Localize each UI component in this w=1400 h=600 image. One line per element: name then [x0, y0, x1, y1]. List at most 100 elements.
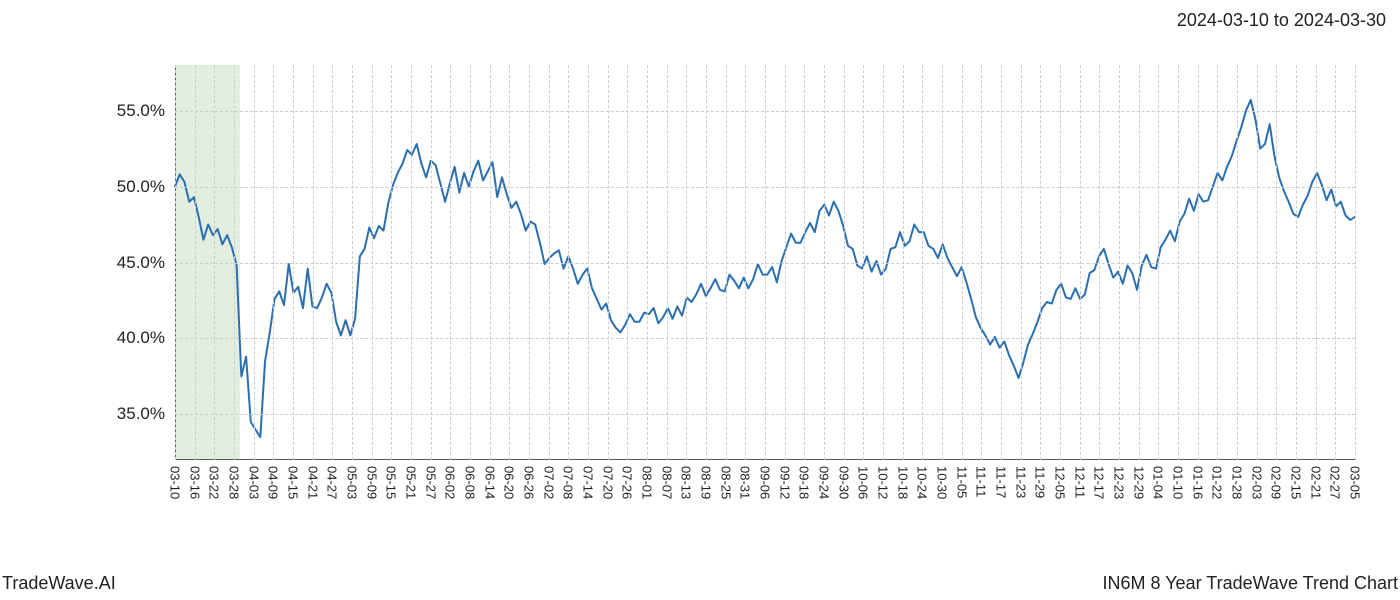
x-tick-label: 11-11	[974, 466, 989, 497]
gridline-vertical	[1060, 65, 1061, 460]
brand-label: TradeWave.AI	[2, 573, 116, 594]
gridline-vertical	[549, 65, 550, 460]
plot-area: 35.0%40.0%45.0%50.0%55.0%03-1003-1603-22…	[175, 65, 1355, 460]
gridline-vertical	[175, 65, 176, 460]
gridline-vertical	[293, 65, 294, 460]
gridline-vertical	[824, 65, 825, 460]
x-tick-label: 03-05	[1348, 466, 1363, 499]
x-tick-label: 06-26	[522, 466, 537, 499]
x-tick-label: 10-30	[935, 466, 950, 499]
gridline-vertical	[568, 65, 569, 460]
x-tick-label: 07-20	[600, 466, 615, 499]
gridline-vertical	[765, 65, 766, 460]
x-tick-label: 05-03	[345, 466, 360, 499]
x-tick-label: 11-23	[1013, 466, 1028, 498]
gridline-vertical	[1276, 65, 1277, 460]
gridline-vertical	[1178, 65, 1179, 460]
x-tick-label: 08-25	[718, 466, 733, 499]
x-tick-label: 02-15	[1289, 466, 1304, 499]
x-tick-label: 03-22	[207, 466, 222, 499]
date-range-label: 2024-03-10 to 2024-03-30	[1177, 10, 1386, 31]
y-tick-label: 55.0%	[117, 101, 175, 121]
gridline-vertical	[863, 65, 864, 460]
gridline-vertical	[214, 65, 215, 460]
x-tick-label: 08-31	[738, 466, 753, 499]
x-tick-label: 04-09	[266, 466, 281, 499]
gridline-vertical	[667, 65, 668, 460]
x-tick-label: 05-09	[364, 466, 379, 499]
x-tick-label: 09-30	[836, 466, 851, 499]
x-tick-label: 10-12	[876, 466, 891, 499]
gridline-vertical	[313, 65, 314, 460]
chart-title: IN6M 8 Year TradeWave Trend Chart	[1103, 573, 1398, 594]
gridline-vertical	[726, 65, 727, 460]
x-tick-label: 01-22	[1210, 466, 1225, 499]
x-tick-label: 04-21	[305, 466, 320, 499]
x-tick-label: 07-14	[581, 466, 596, 499]
gridline-vertical	[647, 65, 648, 460]
x-tick-label: 11-17	[994, 466, 1009, 498]
gridline-vertical	[981, 65, 982, 460]
x-tick-label: 09-18	[797, 466, 812, 499]
gridline-vertical	[883, 65, 884, 460]
x-tick-label: 10-18	[895, 466, 910, 499]
gridline-vertical	[1099, 65, 1100, 460]
x-tick-label: 03-10	[168, 466, 183, 499]
x-tick-label: 01-10	[1171, 466, 1186, 499]
x-tick-label: 08-19	[699, 466, 714, 499]
gridline-vertical	[785, 65, 786, 460]
x-tick-label: 04-27	[325, 466, 340, 499]
x-tick-label: 08-13	[679, 466, 694, 499]
x-tick-label: 08-07	[659, 466, 674, 499]
gridline-vertical	[332, 65, 333, 460]
x-tick-label: 12-23	[1112, 466, 1127, 499]
x-tick-label: 05-27	[423, 466, 438, 499]
gridline-vertical	[490, 65, 491, 460]
x-tick-label: 09-06	[758, 466, 773, 499]
gridline-vertical	[1198, 65, 1199, 460]
y-tick-label: 50.0%	[117, 177, 175, 197]
x-tick-label: 05-15	[384, 466, 399, 499]
gridline-vertical	[686, 65, 687, 460]
x-tick-label: 06-14	[482, 466, 497, 499]
x-tick-label: 04-03	[246, 466, 261, 499]
gridline-vertical	[962, 65, 963, 460]
x-tick-label: 07-08	[561, 466, 576, 499]
gridline-vertical	[1001, 65, 1002, 460]
gridline-vertical	[372, 65, 373, 460]
x-tick-label: 03-28	[227, 466, 242, 499]
x-tick-label: 06-08	[463, 466, 478, 499]
y-tick-label: 40.0%	[117, 328, 175, 348]
chart-container: 35.0%40.0%45.0%50.0%55.0%03-1003-1603-22…	[0, 40, 1400, 560]
x-tick-label: 01-16	[1190, 466, 1205, 499]
x-tick-label: 12-29	[1131, 466, 1146, 499]
gridline-vertical	[273, 65, 274, 460]
x-tick-label: 02-27	[1328, 466, 1343, 499]
gridline-vertical	[1080, 65, 1081, 460]
x-tick-label: 04-15	[286, 466, 301, 499]
gridline-vertical	[942, 65, 943, 460]
gridline-vertical	[1335, 65, 1336, 460]
gridline-vertical	[922, 65, 923, 460]
x-tick-label: 12-05	[1053, 466, 1068, 499]
gridline-vertical	[509, 65, 510, 460]
x-tick-label: 01-28	[1230, 466, 1245, 499]
gridline-vertical	[627, 65, 628, 460]
x-tick-label: 08-01	[640, 466, 655, 499]
gridline-vertical	[1119, 65, 1120, 460]
x-tick-label: 11-29	[1033, 466, 1048, 498]
x-tick-label: 05-21	[404, 466, 419, 499]
gridline-vertical	[450, 65, 451, 460]
gridline-vertical	[352, 65, 353, 460]
gridline-vertical	[844, 65, 845, 460]
gridline-vertical	[1237, 65, 1238, 460]
x-tick-label: 09-12	[777, 466, 792, 499]
x-tick-label: 02-09	[1269, 466, 1284, 499]
x-tick-label: 07-02	[541, 466, 556, 499]
x-tick-label: 07-26	[620, 466, 635, 499]
x-tick-label: 02-21	[1308, 466, 1323, 499]
gridline-vertical	[1040, 65, 1041, 460]
gridline-vertical	[1217, 65, 1218, 460]
gridline-vertical	[1355, 65, 1356, 460]
gridline-vertical	[234, 65, 235, 460]
